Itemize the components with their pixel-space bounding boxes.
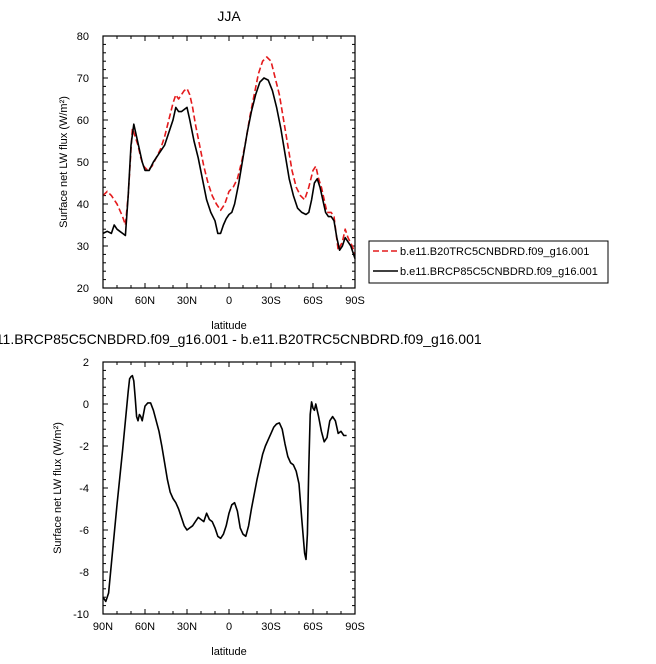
- x-tick-label: 90N: [93, 621, 113, 633]
- y-tick-label: -4: [79, 483, 89, 495]
- panel-top: JJA latitude Surface net LW flux (W/m²) …: [58, 8, 609, 332]
- x-tick-label: 30S: [261, 621, 281, 633]
- y-tick-label: 2: [83, 357, 89, 369]
- bottom-plot-area: 90N 60N 30N 0 30S 60S 90S -10 -8 -6 -4 -2 0 2: [73, 357, 365, 633]
- y-tick-label: -10: [73, 609, 89, 621]
- bottom-title: b.e11.BRCP85C5CNBDRD.f09_g16.001 - b.e11…: [0, 331, 482, 347]
- top-ylabel: Surface net LW flux (W/m²): [58, 96, 70, 228]
- bottom-plot-frame: [102, 361, 356, 615]
- y-tick-label: 20: [77, 283, 89, 295]
- x-tick-label: 60N: [135, 295, 155, 307]
- y-tick-label: 60: [77, 115, 89, 127]
- y-tick-label: 50: [77, 157, 89, 169]
- y-tick-label: -8: [79, 567, 89, 579]
- x-tick-label: 60S: [303, 621, 323, 633]
- top-title: JJA: [217, 8, 241, 24]
- y-tick-label: 40: [77, 199, 89, 211]
- y-tick-label: -6: [79, 525, 89, 537]
- y-tick-label: -2: [79, 441, 89, 453]
- x-tick-label: 30S: [261, 295, 281, 307]
- series-line-1: [102, 374, 347, 603]
- x-tick-label: 0: [226, 295, 232, 307]
- y-tick-label: 80: [77, 31, 89, 43]
- bottom-ylabel: Surface net LW flux (W/m²): [52, 422, 64, 554]
- bottom-xlabel: latitude: [211, 646, 246, 658]
- legend: b.e11.B20TRC5CNBDRD.f09_g16.001 b.e11.BR…: [368, 240, 609, 284]
- legend-box: [368, 240, 609, 284]
- y-tick-label: 0: [83, 399, 89, 411]
- x-tick-label: 90S: [345, 295, 365, 307]
- legend-label-series-1: b.e11.B20TRC5CNBDRD.f09_g16.001: [400, 246, 589, 258]
- series-line-2: [102, 77, 356, 259]
- y-tick-label: 30: [77, 241, 89, 253]
- x-tick-label: 90N: [93, 295, 113, 307]
- panel-bottom: b.e11.BRCP85C5CNBDRD.f09_g16.001 - b.e11…: [0, 331, 482, 658]
- x-tick-label: 0: [226, 621, 232, 633]
- top-plot-frame: [102, 35, 356, 289]
- x-tick-label: 90S: [345, 621, 365, 633]
- x-tick-label: 60N: [135, 621, 155, 633]
- top-plot-area: 90N 60N 30N 0 30S 60S 90S 20 30 40 50 60 70 80: [77, 31, 365, 307]
- x-tick-label: 30N: [177, 621, 197, 633]
- x-tick-label: 30N: [177, 295, 197, 307]
- x-tick-label: 60S: [303, 295, 323, 307]
- legend-label-series-2: b.e11.BRCP85C5CNBDRD.f09_g16.001: [400, 266, 598, 278]
- top-xlabel: latitude: [211, 320, 246, 332]
- y-tick-label: 70: [77, 73, 89, 85]
